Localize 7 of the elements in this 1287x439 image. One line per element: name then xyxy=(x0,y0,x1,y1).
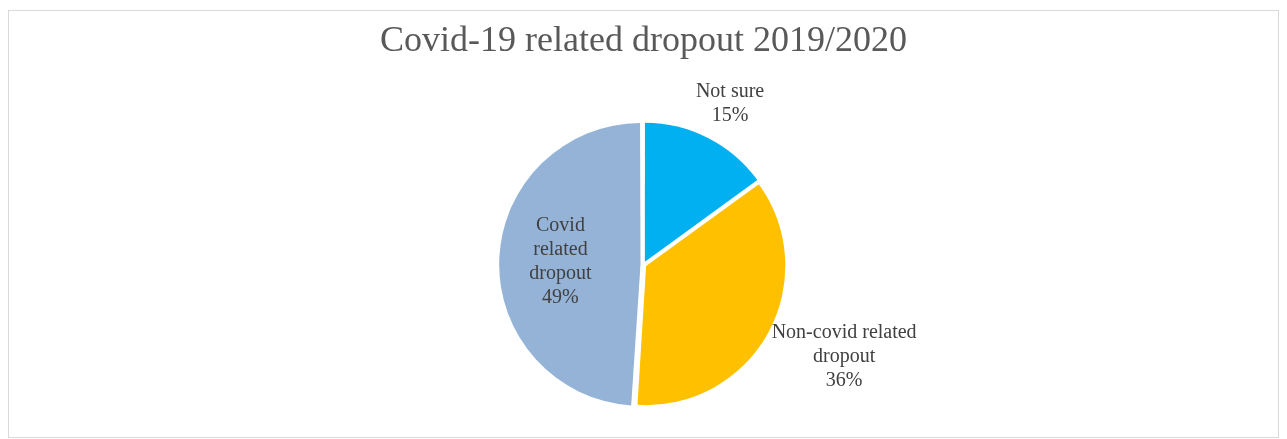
slice-label: Not sure xyxy=(695,78,765,101)
slice-label: Non-covid related dropout xyxy=(771,320,917,368)
data-label: 36% xyxy=(825,368,863,391)
data-label: 49% xyxy=(542,285,579,308)
data-label: 15% xyxy=(711,102,749,125)
chart-title: Covid-19 related dropout 2019/2020 xyxy=(379,18,908,60)
slice-label: Covid related dropout xyxy=(529,213,592,285)
